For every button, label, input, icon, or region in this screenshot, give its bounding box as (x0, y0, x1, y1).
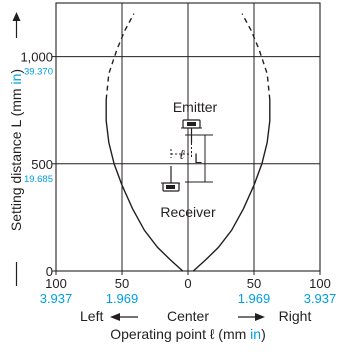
curve-left-solid (105, 99, 184, 272)
distance-symbol: L (194, 150, 202, 166)
direction-center: Center (167, 308, 209, 324)
receiver-label: Receiver (160, 204, 216, 220)
x-tick-label: 50 (247, 276, 261, 291)
direction-left: Left (80, 308, 103, 324)
y-axis-title: Setting distance L (mm in) (8, 69, 24, 231)
direction-right: Right (279, 308, 312, 324)
sensor-diagram: Emitter ℓ L Receiver (160, 99, 217, 220)
x-tick-label: 50 (115, 276, 129, 291)
x-tick-inch-label: 1.969 (106, 291, 139, 306)
direction-row: Left Center Right (80, 308, 311, 324)
x-axis-label-suffix: ) (261, 326, 266, 342)
emitter-label: Emitter (173, 99, 218, 115)
receiver-icon (161, 166, 180, 192)
grid (56, 3, 320, 271)
y-axis-label-suffix: ) (8, 69, 24, 74)
x-axis-label-unit: in (250, 326, 261, 342)
x-tick-inch-label: 3.937 (40, 291, 73, 306)
y-tick-label: 500 (31, 157, 53, 172)
y-tick-label: 1,000 (20, 50, 53, 65)
arrow-right-icon (255, 313, 265, 321)
x-tick-inch-label: 3.937 (304, 291, 337, 306)
x-tick-label: 100 (45, 276, 67, 291)
x-axis-title: Operating point ℓ (mm in) (110, 326, 266, 342)
arrow-left-icon (110, 313, 120, 321)
emitter-icon (181, 119, 202, 143)
y-axis-arrow (12, 12, 21, 286)
offset-symbol: ℓ (180, 147, 185, 162)
y-tick-inch-label: 19.685 (24, 174, 53, 185)
y-axis-label-prefix: Setting distance L (mm (8, 85, 24, 232)
svg-text:Setting distance L (mm in): Setting distance L (mm in) (8, 69, 24, 231)
y-tick-labels: 0 500 19.685 1,000 39.370 (20, 50, 56, 279)
y-tick-label: 0 (46, 264, 53, 279)
x-axis-label-prefix: Operating point ℓ (mm (110, 326, 250, 342)
y-tick-inch-label: 39.370 (24, 67, 53, 78)
curve-right-solid (192, 99, 271, 272)
y-axis-label-unit: in (8, 74, 24, 85)
x-tick-label: 0 (184, 276, 191, 291)
detection-curves (105, 13, 271, 272)
x-tick-inch-label: 1.969 (238, 291, 271, 306)
x-tick-label: 100 (309, 276, 331, 291)
